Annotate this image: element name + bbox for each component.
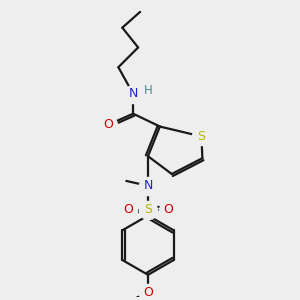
- Text: O: O: [163, 203, 173, 216]
- Text: S: S: [197, 130, 206, 143]
- Text: O: O: [103, 118, 113, 131]
- Text: N: N: [128, 87, 138, 101]
- Text: N: N: [143, 179, 153, 192]
- Text: O: O: [143, 286, 153, 299]
- Text: H: H: [144, 85, 152, 98]
- Text: S: S: [144, 203, 152, 216]
- Text: O: O: [123, 203, 133, 216]
